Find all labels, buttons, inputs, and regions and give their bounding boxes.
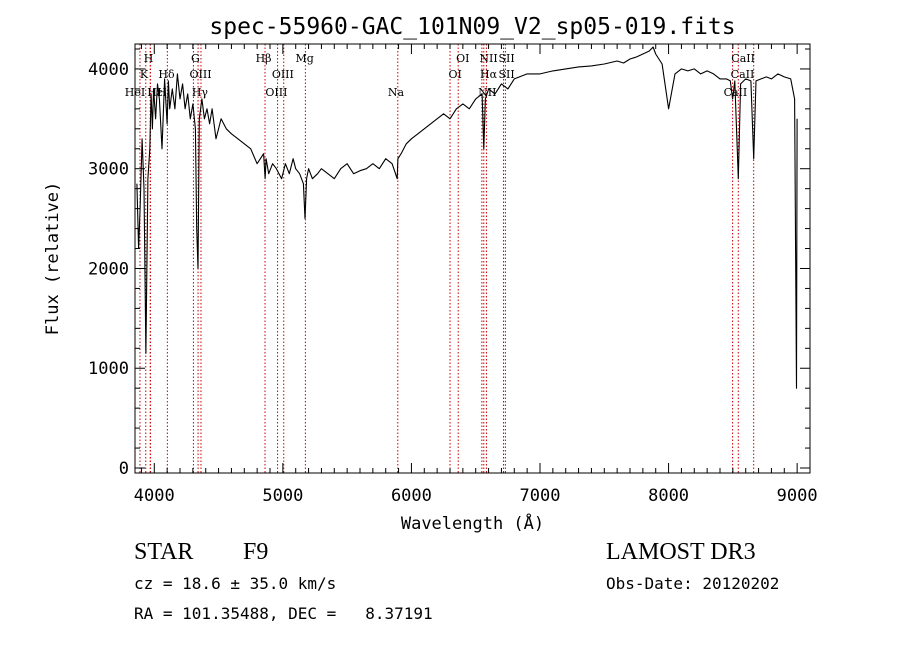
line-label-k: K	[140, 68, 149, 81]
x-tick-label: 4000	[134, 486, 175, 506]
line-label-hε: Hε	[147, 86, 163, 99]
line-label-nii: NII	[478, 86, 496, 99]
plot-frame	[134, 43, 811, 474]
obs-date: Obs-Date: 20120202	[606, 574, 780, 593]
y-tick-label: 0	[119, 459, 129, 479]
line-label-oi: OI	[448, 68, 461, 81]
line-label-oiii: OIII	[265, 86, 287, 99]
object-class: STAR	[134, 539, 194, 565]
line-label-nii: NII	[479, 52, 497, 65]
line-label-oiii: OIII	[272, 68, 294, 81]
x-tick-label: 9000	[777, 486, 818, 506]
line-label-h: H	[157, 86, 167, 99]
line-label-g: G	[191, 52, 200, 65]
y-tick-label: 4000	[88, 60, 129, 80]
survey-name: LAMOST DR3	[606, 539, 756, 565]
y-axis-label: Flux (relative)	[43, 182, 63, 336]
line-label-mg: Mg	[296, 52, 314, 65]
x-tick-label: 7000	[520, 486, 561, 506]
line-label-na: Na	[388, 86, 405, 99]
redshift-cz: cz = 18.6 ± 35.0 km/s	[134, 574, 337, 593]
object-subclass: F9	[243, 539, 269, 565]
line-label-sii: SII	[498, 68, 514, 81]
x-tick-label: 5000	[262, 486, 303, 506]
line-label-hβ: Hβ	[256, 52, 272, 65]
y-tick-label: 1000	[88, 359, 129, 379]
line-label-caii: CaII	[724, 86, 748, 99]
spectrum-line	[136, 46, 798, 389]
line-label-hδ: Hδ	[158, 68, 175, 81]
line-label-oi: OI	[456, 52, 469, 65]
y-tick-label: 3000	[88, 160, 129, 180]
x-tick-label: 8000	[648, 486, 689, 506]
line-label-caii: CaII	[731, 68, 755, 81]
line-label-hγ: Hγ	[192, 86, 209, 99]
line-label-sii: SII	[498, 52, 514, 65]
line-label-h: H	[144, 52, 154, 65]
x-tick-label: 6000	[391, 486, 432, 506]
chart-title: spec-55960-GAC_101N09_V2_sp05-019.fits	[209, 14, 735, 40]
line-label-hα: Hα	[480, 68, 498, 81]
line-label-oiii: OIII	[190, 68, 212, 81]
y-tick-label: 2000	[88, 259, 129, 279]
line-label-caii: CaII	[731, 52, 755, 65]
x-axis-label: Wavelength (Å)	[401, 512, 544, 534]
coordinates: RA = 101.35488, DEC = 8.37191	[134, 604, 433, 623]
line-label-hei: HeI	[125, 86, 145, 99]
